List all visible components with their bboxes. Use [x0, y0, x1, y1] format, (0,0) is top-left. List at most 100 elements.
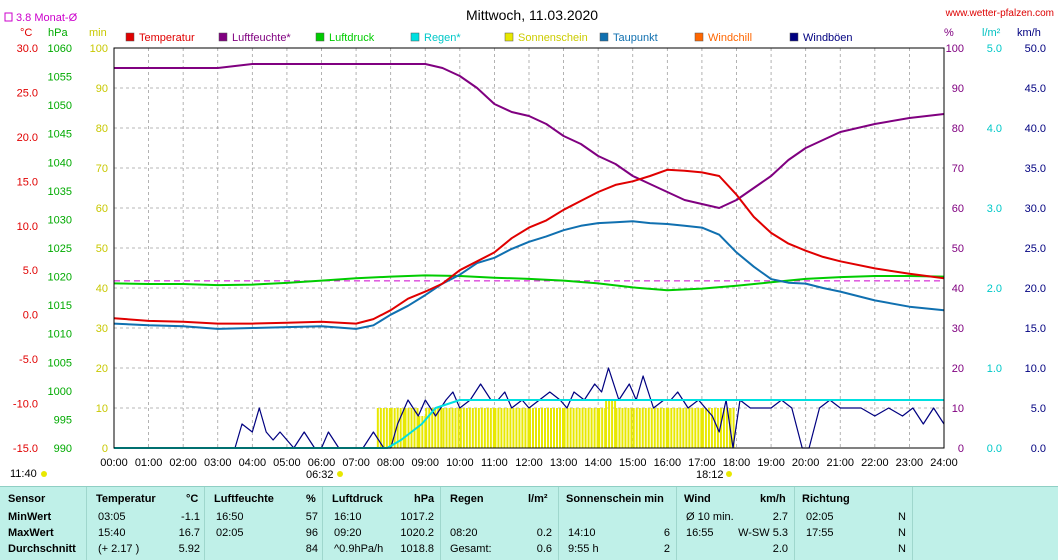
- unit-rain: l/m²: [982, 27, 1001, 39]
- stats-col-press: [322, 487, 441, 560]
- unit-kmh: km/h: [1017, 27, 1041, 39]
- sunrise-label: 06:32: [306, 469, 334, 481]
- pressure-tick-label: 1040: [48, 157, 72, 169]
- sunshine-bar: [431, 408, 434, 448]
- weather-chart: Mittwoch, 11.03.2020 www.wetter-pfalzen.…: [4, 7, 1054, 481]
- sunshine-bar: [497, 408, 500, 448]
- sunshine-bar: [650, 408, 653, 448]
- sunshine-bar: [653, 408, 656, 448]
- sunshine-bar: [459, 408, 462, 448]
- temp-tick-label: -5.0: [19, 354, 38, 366]
- wind-tick-label: 5.0: [1031, 403, 1046, 415]
- x-tick-label: 02:00: [169, 457, 197, 469]
- sunshine-bar: [474, 408, 477, 448]
- sunshine-bar: [630, 408, 633, 448]
- sunshine-bar: [518, 408, 521, 448]
- series-line-taupunkt: [113, 220, 945, 330]
- pressure-tick-label: 995: [54, 414, 72, 426]
- sunshine-bar: [700, 408, 703, 448]
- x-tick-label: 20:00: [792, 457, 820, 469]
- legend-swatch: [125, 32, 135, 42]
- sunshine-bar: [713, 408, 716, 448]
- x-tick-label: 23:00: [896, 457, 924, 469]
- stats-cell-hum-time: 02:05: [216, 527, 244, 539]
- humidity-tick-label: 70: [952, 163, 964, 175]
- sunshine-bar: [553, 408, 555, 448]
- sunshine-bar: [477, 408, 480, 448]
- rain-tick-label: 3.0: [987, 203, 1002, 215]
- sunshine-bar: [399, 408, 402, 448]
- sunshine-bar: [611, 400, 614, 448]
- unit-percent: %: [944, 27, 954, 39]
- sunshine-bar: [665, 408, 668, 448]
- site-url[interactable]: www.wetter-pfalzen.com: [945, 8, 1054, 19]
- sunshine-bar: [410, 408, 413, 448]
- hdr-hum: Luftfeuchte: [214, 493, 274, 505]
- temp-tick-label: 15.0: [17, 176, 38, 188]
- sunshine-bar: [608, 400, 611, 448]
- sunshine-bar: [688, 408, 691, 448]
- sunset-icon: [726, 471, 732, 477]
- humidity-tick-label: 0: [958, 443, 964, 455]
- stats-cell-dir-val: N: [898, 511, 906, 523]
- stats-cell-press-time: 16:10: [334, 511, 362, 523]
- sunshine-bar: [569, 408, 572, 448]
- sunshine-bar: [605, 400, 608, 448]
- sunshine-bar: [575, 408, 578, 448]
- sunshine-bar: [521, 408, 524, 448]
- stats-cell-wind-time: Ø 10 min.: [686, 511, 734, 523]
- x-tick-label: 12:00: [515, 457, 543, 469]
- sunshine-bar: [486, 408, 489, 448]
- rain-tick-label: 2.0: [987, 283, 1002, 295]
- unit-hpa: hPa: [48, 27, 68, 39]
- humidity-tick-label: 80: [952, 123, 964, 135]
- pressure-tick-label: 1025: [48, 243, 72, 255]
- sunshine-bar: [618, 408, 621, 448]
- sunshine-bar: [547, 408, 549, 448]
- temp-tick-label: 25.0: [17, 87, 38, 99]
- stats-cell-sun-val: 6: [663, 527, 670, 539]
- sunshine-bar: [581, 408, 584, 448]
- series-line-windböen: [114, 367, 945, 449]
- sunshine-bar: [656, 408, 659, 448]
- sunshine-bar: [390, 408, 393, 448]
- rain-tick-label: 1.0: [987, 363, 1002, 375]
- sunshine-bar: [480, 408, 483, 448]
- unit-temp: °C: [20, 27, 32, 39]
- min-tick-label: 50: [96, 243, 108, 255]
- sunshine-bars: [376, 400, 735, 448]
- sunshine-bar: [421, 416, 424, 448]
- stats-cell-wind-val: 2.0: [772, 543, 788, 555]
- sunshine-bar: [722, 408, 725, 448]
- sunshine-bar: [644, 408, 647, 448]
- x-tick-label: 05:00: [273, 457, 301, 469]
- stats-cell-wind-val: W-SW 5.3: [738, 527, 788, 539]
- sunshine-bar: [425, 408, 428, 448]
- sunshine-bar: [559, 408, 561, 448]
- stats-cell-temp-val: 16.7: [178, 527, 200, 539]
- sunshine-bar: [725, 408, 728, 448]
- stats-cell-sun-time: 9:55 h: [568, 543, 599, 555]
- sunshine-bar: [418, 416, 421, 448]
- sunshine-bar: [662, 408, 665, 448]
- x-tick-label: 13:00: [550, 457, 578, 469]
- legend-swatch: [599, 32, 609, 42]
- sunshine-bar: [532, 408, 534, 448]
- x-tick-label: 22:00: [861, 457, 889, 469]
- pressure-tick-label: 1045: [48, 129, 72, 141]
- sunshine-bar: [468, 408, 471, 448]
- x-tick-label: 24:00: [930, 457, 958, 469]
- sunshine-bar: [404, 408, 407, 448]
- hdr-temp: Temperatur: [96, 493, 156, 505]
- sunshine-bar: [385, 408, 388, 448]
- hdr-sensor: Sensor: [8, 493, 46, 505]
- sunshine-bar: [376, 408, 379, 448]
- stats-row-label: MinWert: [8, 511, 52, 523]
- hdr-wind: Wind: [684, 493, 711, 505]
- stats-cell-wind-val: 2.7: [772, 511, 788, 523]
- sunshine-bar: [407, 408, 410, 448]
- sunshine-bar: [494, 408, 497, 448]
- legend: Temperatur Luftfeuchte* Luftdruck Regen* Son…: [125, 32, 853, 44]
- stats-cell-rain-val: 0.2: [536, 527, 552, 539]
- sunshine-bar: [562, 408, 564, 448]
